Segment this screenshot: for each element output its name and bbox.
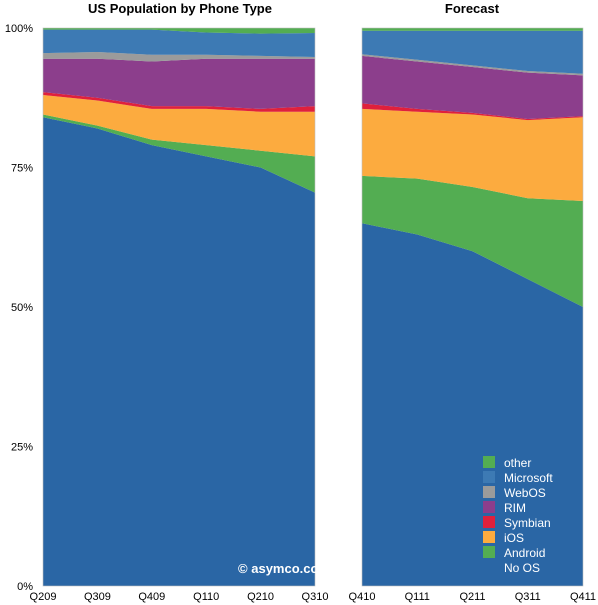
- legend-label-rim: RIM: [504, 501, 526, 515]
- y-tick-label: 50%: [11, 302, 33, 314]
- legend-label-no-os: No OS: [504, 561, 540, 575]
- y-tick-label: 75%: [11, 163, 33, 175]
- x-tick-label: Q310: [302, 591, 329, 603]
- legend-swatch-microsoft: [483, 471, 495, 483]
- legend-label-ios: iOS: [504, 531, 524, 545]
- legend-label-android: Android: [504, 546, 545, 560]
- y-axis: 0% 25% 50% 75% 100%: [5, 23, 33, 593]
- plot-frame: [42, 27, 316, 587]
- x-tick-label: Q210: [247, 591, 274, 603]
- y-tick-label: 25%: [11, 442, 33, 454]
- panel-title: US Population by Phone Type: [88, 1, 272, 16]
- area-microsoft: [43, 29, 315, 58]
- legend-swatch-other: [483, 456, 495, 468]
- x-tick-label: Q311: [515, 591, 541, 603]
- legend-label-other: other: [504, 456, 531, 470]
- panel-2: Forecast Q410 Q111 Q211 Q311 Q411: [349, 1, 597, 603]
- legend: otherMicrosoftWebOSRIMSymbianiOSAndroidN…: [483, 456, 553, 575]
- area-symbian: [362, 103, 583, 121]
- x-tick-label: Q411: [570, 591, 596, 603]
- panel-1: US Population by Phone Type Q209 Q309 Q409 Q…: [30, 1, 329, 603]
- x-tick-label: Q111: [405, 591, 430, 603]
- area-other: [43, 28, 315, 34]
- legend-label-symbian: Symbian: [504, 516, 551, 530]
- area-other: [362, 28, 583, 31]
- legend-label-webos: WebOS: [504, 486, 546, 500]
- credit-watermark: © asymco.com: [238, 561, 330, 576]
- x-tick-label: Q211: [459, 591, 485, 603]
- legend-swatch-android: [483, 546, 495, 558]
- area-rim: [362, 55, 583, 119]
- area-android: [43, 114, 315, 193]
- area-webos: [43, 51, 315, 62]
- area-no-os: [362, 223, 583, 587]
- x-tick-label: Q110: [193, 591, 219, 603]
- area-symbian: [43, 92, 315, 112]
- legend-swatch-ios: [483, 531, 495, 543]
- area-microsoft: [362, 30, 583, 74]
- legend-swatch-rim: [483, 501, 495, 513]
- area-rim: [43, 58, 315, 109]
- x-tick-label: Q309: [84, 591, 111, 603]
- legend-swatch-symbian: [483, 516, 495, 528]
- area-no-os: [43, 117, 315, 586]
- plot-frame: [361, 27, 584, 587]
- area-webos: [362, 54, 583, 76]
- area-android: [362, 175, 583, 307]
- legend-swatch-webos: [483, 486, 495, 498]
- x-tick-label: Q209: [30, 591, 57, 603]
- x-tick-label: Q409: [138, 591, 165, 603]
- area-ios: [43, 94, 315, 157]
- legend-label-microsoft: Microsoft: [504, 471, 553, 485]
- y-tick-label: 100%: [5, 23, 33, 35]
- x-tick-label: Q410: [349, 591, 376, 603]
- y-tick-label: 0%: [17, 581, 33, 593]
- area-ios: [362, 108, 583, 201]
- panel-title: Forecast: [445, 1, 500, 16]
- panels-layer: US Population by Phone Type Q209 Q309 Q409 Q…: [30, 1, 597, 603]
